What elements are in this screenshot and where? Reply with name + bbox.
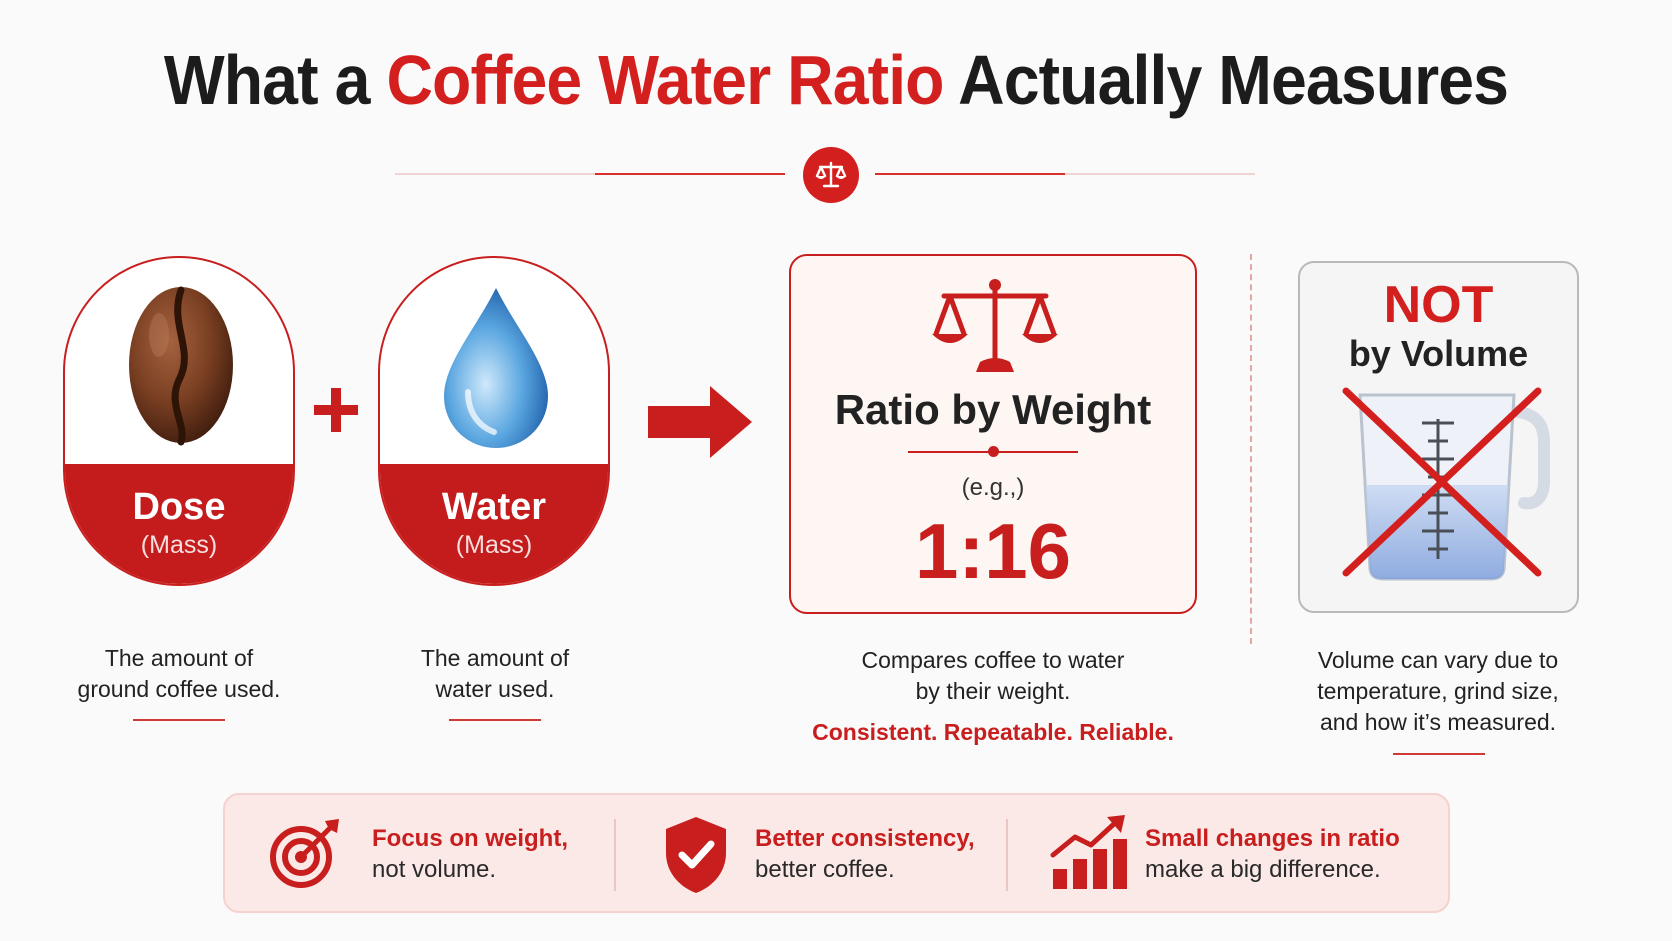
coffee-bean-icon <box>121 280 241 455</box>
balance-scale-icon <box>930 276 1060 383</box>
tip-separator-2 <box>1006 819 1008 891</box>
water-underline <box>449 719 541 721</box>
tip-2-strong: Better consistency, <box>755 825 975 852</box>
growth-chart-icon <box>1049 815 1129 896</box>
ratio-card: Ratio by Weight (e.g.,) 1:16 <box>789 254 1197 614</box>
water-label-panel: Water (Mass) <box>380 464 608 584</box>
title-divider-right <box>875 173 1255 175</box>
shield-check-icon <box>662 815 730 900</box>
dose-label: Dose <box>132 486 226 528</box>
tip-1-plain: not volume. <box>372 856 497 883</box>
title-divider-left <box>395 173 785 175</box>
ratio-value: 1:16 <box>914 507 1072 595</box>
not-by-volume-card: NOT by Volume <box>1298 261 1579 613</box>
ratio-title-dot <box>988 446 999 457</box>
volume-description-line-3: and how it’s measured. <box>1319 709 1557 735</box>
target-icon <box>267 817 341 896</box>
tip-3-strong: Small changes in ratio <box>1145 825 1400 852</box>
water-description: The amount of water used. <box>366 643 624 705</box>
plus-icon <box>312 383 360 437</box>
measuring-cup-crossed-icon <box>1338 383 1558 588</box>
tip-2-plain: better coffee. <box>755 856 895 883</box>
arrow-right-icon <box>648 386 754 463</box>
water-description-line-1: The amount of <box>420 645 570 671</box>
dose-capsule: Dose (Mass) <box>63 256 295 586</box>
tip-1: Focus on weight, not volume. <box>372 823 622 885</box>
not-label: NOT <box>1383 276 1494 334</box>
water-drop-icon <box>438 284 554 457</box>
ratio-description: Compares coffee to water by their weight… <box>783 645 1203 707</box>
dose-description-line-1: The amount of <box>104 645 254 671</box>
title-suffix: Actually Measures <box>958 41 1509 119</box>
by-volume-label: by Volume <box>1348 333 1529 374</box>
water-label: Water <box>441 486 547 528</box>
ratio-description-line-1: Compares coffee to water <box>861 647 1125 673</box>
scale-badge-icon <box>803 147 859 203</box>
tips-bar: Focus on weight, not volume. Better cons… <box>223 793 1450 913</box>
water-capsule: Water (Mass) <box>378 256 610 586</box>
tip-3: Small changes in ratio make a big differ… <box>1145 823 1445 885</box>
section-divider <box>1250 254 1252 644</box>
dose-underline <box>133 719 225 721</box>
water-sublabel: (Mass) <box>455 531 533 559</box>
tip-3-plain: make a big difference. <box>1145 856 1381 883</box>
title-prefix: What a <box>163 41 370 119</box>
tip-separator-1 <box>614 819 616 891</box>
volume-description-line-1: Volume can vary due to <box>1317 647 1559 673</box>
tip-2: Better consistency, better coffee. <box>755 823 1055 885</box>
title-accent: Coffee Water Ratio <box>386 41 944 119</box>
volume-description: Volume can vary due to temperature, grin… <box>1278 645 1598 738</box>
ratio-description-line-2: by their weight. <box>915 678 1071 704</box>
water-description-line-2: water used. <box>435 676 555 702</box>
ratio-example-prefix: (e.g.,) <box>961 474 1025 501</box>
volume-description-line-2: temperature, grind size, <box>1317 678 1559 704</box>
tip-1-strong: Focus on weight, <box>372 825 568 852</box>
dose-sublabel: (Mass) <box>140 531 218 559</box>
dose-description-line-2: ground coffee used. <box>77 676 281 702</box>
dose-label-panel: Dose (Mass) <box>65 464 293 584</box>
page-title: What a Coffee Water Ratio Actually Measu… <box>67 40 1605 120</box>
ratio-tagline: Consistent. Repeatable. Reliable. <box>812 719 1174 745</box>
dose-description: The amount of ground coffee used. <box>50 643 308 705</box>
volume-underline <box>1393 753 1485 755</box>
ratio-title: Ratio by Weight <box>834 386 1152 433</box>
